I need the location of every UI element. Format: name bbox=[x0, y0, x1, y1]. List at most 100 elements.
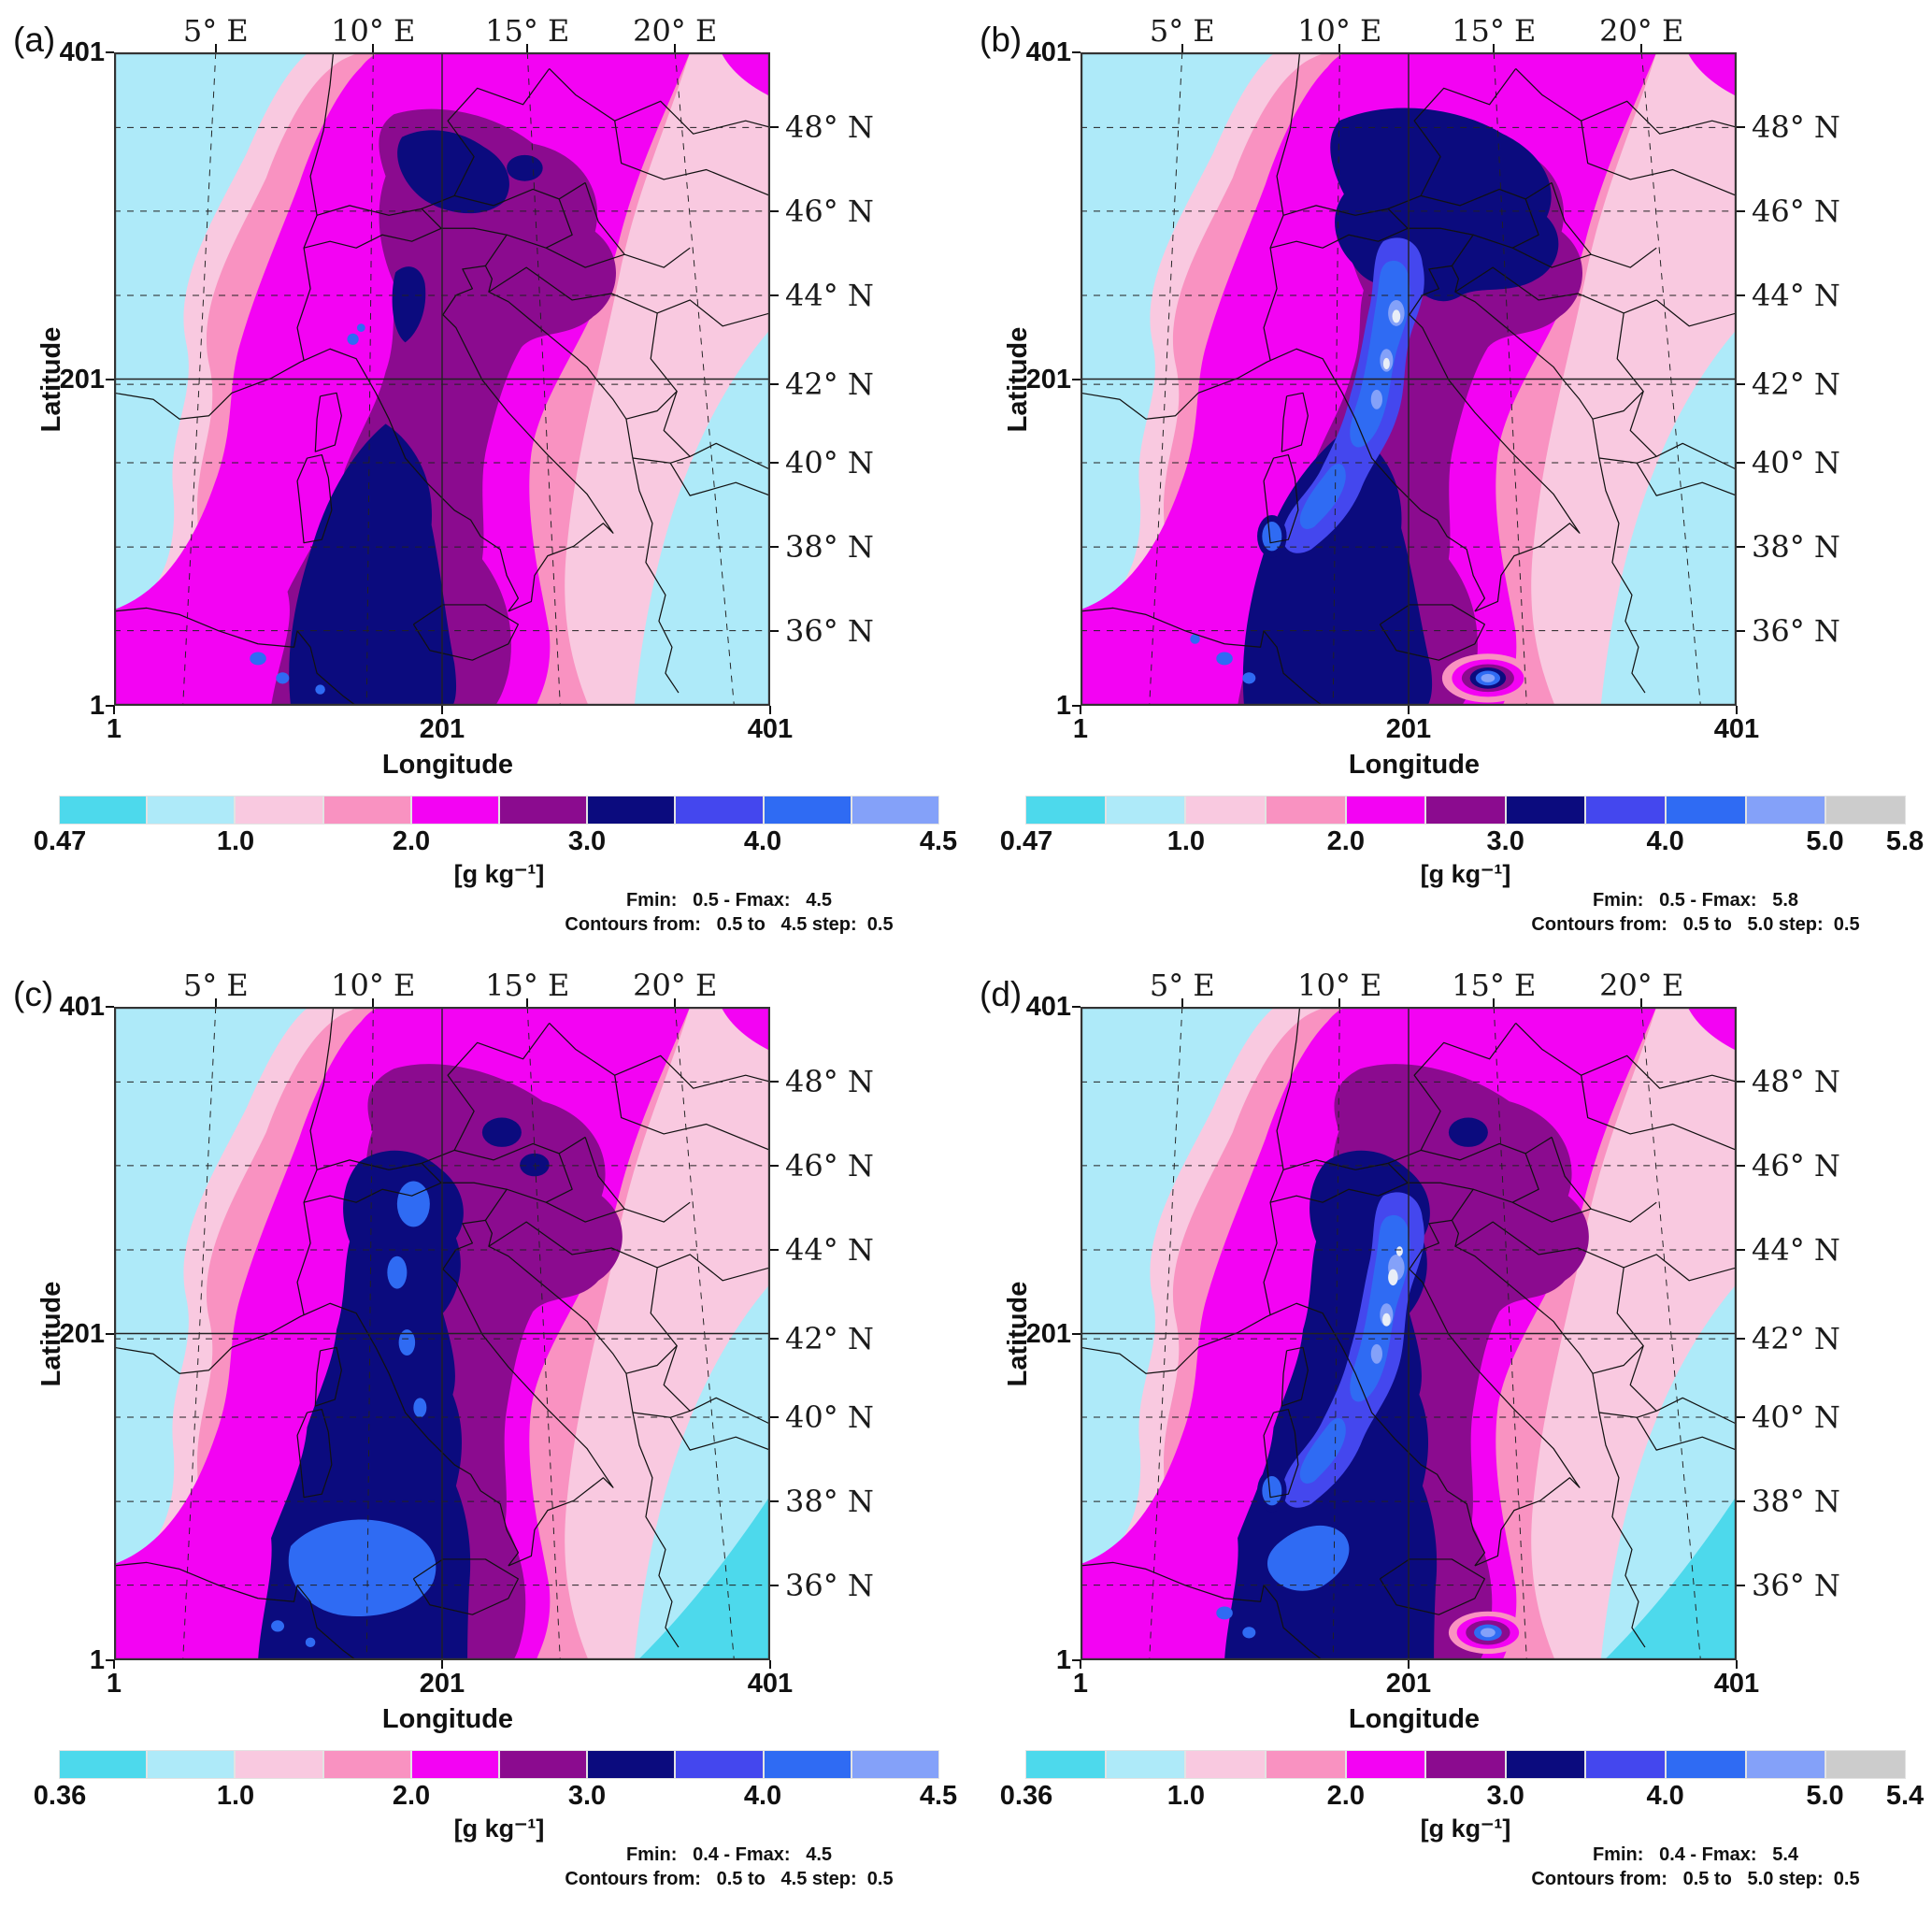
latitude-label: 38° N bbox=[785, 1484, 874, 1520]
right-tick bbox=[1737, 294, 1745, 297]
bottom-tick bbox=[1736, 706, 1738, 714]
fmin-fmax-annotation: Fmin: 0.4 - Fmax: 5.4 bbox=[1592, 1844, 1799, 1865]
colorbar-tick-label: 5.0 bbox=[1806, 826, 1844, 856]
top-tick bbox=[372, 998, 375, 1007]
right-tick bbox=[1737, 1081, 1745, 1083]
left-tick bbox=[106, 51, 114, 53]
colorbar-segment bbox=[499, 796, 588, 825]
y-axis-tick-label: 201 bbox=[59, 1318, 105, 1349]
fmin-fmax-annotation: Fmin: 0.5 - Fmax: 5.8 bbox=[1592, 890, 1799, 911]
colorbar-segment bbox=[322, 796, 411, 825]
bottom-tick bbox=[769, 1660, 771, 1669]
colorbar-segment bbox=[1025, 1750, 1106, 1779]
contour-panel: (c) Latitude Longitude [g kg⁻¹] Fmin: 0.… bbox=[0, 954, 966, 1908]
latitude-label: 48° N bbox=[785, 1064, 874, 1100]
colorbar-tick-label: 4.0 bbox=[743, 826, 782, 856]
latitude-label: 36° N bbox=[1752, 612, 1840, 649]
colorbar-unit-label: [g kg⁻¹] bbox=[453, 1815, 545, 1843]
left-tick bbox=[106, 1006, 114, 1008]
left-tick bbox=[106, 705, 114, 707]
colorbar-segment bbox=[1345, 1750, 1426, 1779]
left-tick bbox=[106, 378, 114, 380]
colorbar-tick-label: 3.0 bbox=[567, 1781, 607, 1811]
right-tick bbox=[1737, 546, 1745, 549]
right-tick bbox=[770, 1415, 779, 1418]
country-borders bbox=[1080, 1007, 1737, 1660]
right-tick bbox=[1737, 383, 1745, 386]
colorbar-tick-label: 3.0 bbox=[1486, 1781, 1524, 1811]
colorbar-segment bbox=[1105, 796, 1186, 825]
contours-annotation: Contours from: 0.5 to 4.5 step: 0.5 bbox=[565, 1869, 894, 1889]
bottom-tick bbox=[113, 706, 115, 714]
longitude-label: 10° E bbox=[1297, 13, 1382, 49]
colorbar-segment bbox=[1345, 796, 1426, 825]
bottom-tick bbox=[441, 706, 443, 714]
fmin-fmax-annotation: Fmin: 0.4 - Fmax: 4.5 bbox=[625, 1844, 833, 1865]
y-axis-tick-label: 1 bbox=[89, 691, 105, 721]
country-borders bbox=[114, 52, 770, 706]
latitude-label: 46° N bbox=[1752, 1147, 1840, 1184]
latitude-label: 40° N bbox=[1752, 444, 1840, 481]
colorbar-tick-label: 2.0 bbox=[1326, 826, 1365, 856]
x-axis-tick-label: 1 bbox=[1072, 714, 1089, 744]
colorbar-segment bbox=[1825, 1750, 1907, 1779]
latitude-label: 44° N bbox=[1752, 278, 1840, 314]
latitude-label: 44° N bbox=[1752, 1232, 1840, 1269]
contour-panel: (a) Latitude Longitude [g kg⁻¹] Fmin: 0.… bbox=[0, 0, 966, 954]
right-tick bbox=[770, 1081, 779, 1083]
colorbar-tick-label: 4.0 bbox=[1646, 826, 1684, 856]
top-tick bbox=[1338, 998, 1341, 1007]
top-tick bbox=[674, 44, 677, 52]
map-frame bbox=[114, 1007, 770, 1660]
colorbar-segment bbox=[58, 1750, 148, 1779]
left-tick bbox=[106, 1659, 114, 1661]
colorbar-segment bbox=[1505, 796, 1586, 825]
colorbar-segment bbox=[1425, 796, 1506, 825]
top-tick bbox=[1338, 44, 1341, 52]
y-axis-tick-label: 401 bbox=[1025, 37, 1071, 67]
panel-c-cell: (c) Latitude Longitude [g kg⁻¹] Fmin: 0.… bbox=[0, 954, 966, 1908]
fmin-fmax-annotation: Fmin: 0.5 - Fmax: 4.5 bbox=[625, 890, 833, 911]
colorbar-tick-label: 1.0 bbox=[216, 1781, 255, 1811]
panel-a-cell: (a) Latitude Longitude [g kg⁻¹] Fmin: 0.… bbox=[0, 0, 966, 954]
right-tick bbox=[770, 1584, 779, 1586]
colorbar-segment bbox=[147, 1750, 236, 1779]
x-axis-tick-label: 201 bbox=[419, 714, 465, 744]
panel-letter: (b) bbox=[980, 21, 1023, 59]
latitude-label: 46° N bbox=[1752, 193, 1840, 229]
colorbar-tick-label: 0.36 bbox=[33, 1781, 87, 1811]
bottom-tick bbox=[769, 706, 771, 714]
bottom-tick bbox=[113, 1660, 115, 1669]
colorbar-segment bbox=[851, 1750, 940, 1779]
colorbar-segment bbox=[1745, 796, 1826, 825]
map-area bbox=[114, 1007, 770, 1660]
colorbar-tick-label: 1.0 bbox=[1166, 826, 1206, 856]
latitude-label: 46° N bbox=[785, 1147, 874, 1184]
colorbar-segment bbox=[1666, 796, 1746, 825]
latitude-label: 40° N bbox=[785, 1399, 874, 1435]
contour-panel: (d) Latitude Longitude [g kg⁻¹] Fmin: 0.… bbox=[966, 954, 1932, 1908]
colorbar-segment bbox=[58, 796, 148, 825]
colorbar-tick-label: 4.0 bbox=[1646, 1781, 1684, 1811]
right-tick bbox=[1737, 1338, 1745, 1341]
right-tick bbox=[770, 1249, 779, 1252]
graticule bbox=[1080, 52, 1737, 706]
contours-annotation: Contours from: 0.5 to 5.0 step: 0.5 bbox=[1531, 914, 1860, 935]
colorbar-unit-label: [g kg⁻¹] bbox=[453, 860, 545, 888]
colorbar-segment bbox=[1265, 1750, 1346, 1779]
top-tick bbox=[526, 44, 529, 52]
colorbar-segment bbox=[1666, 1750, 1746, 1779]
latitude-label: 46° N bbox=[785, 193, 874, 229]
colorbar-segment bbox=[322, 1750, 411, 1779]
longitude-label: 15° E bbox=[485, 13, 570, 49]
contour-map bbox=[1080, 1007, 1737, 1660]
y-axis-tick-label: 401 bbox=[1025, 992, 1071, 1022]
latitude-label: 44° N bbox=[785, 278, 874, 314]
colorbar bbox=[1025, 1750, 1907, 1779]
longitude-label: 20° E bbox=[1599, 13, 1684, 49]
colorbar-segment bbox=[147, 796, 236, 825]
left-tick bbox=[1072, 1659, 1080, 1661]
latitude-label: 40° N bbox=[785, 444, 874, 481]
longitude-label: 10° E bbox=[1297, 968, 1382, 1003]
longitude-label: 5° E bbox=[182, 968, 249, 1003]
